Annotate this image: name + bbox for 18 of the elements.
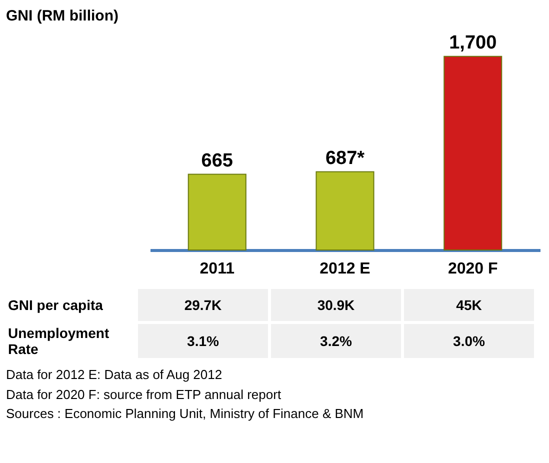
text: 3.2% xyxy=(271,324,401,358)
data-label: 665 xyxy=(201,150,234,172)
text: 3.0% xyxy=(404,324,534,358)
source-note: Sources : Economic Planning Unit, Ministry of Finance & BNM xyxy=(6,405,365,423)
text: GNI per capita xyxy=(7,289,135,321)
text: 45K xyxy=(404,289,534,321)
x-tick-label: 2012 E xyxy=(320,260,371,278)
x-tick-label: 2011 xyxy=(200,260,235,278)
text: Unemployment Rate xyxy=(7,324,135,358)
x-tick-label: 2020 F xyxy=(448,260,498,278)
text: Data for 2020 F: source from ETP annual report xyxy=(6,386,282,404)
chart-title: GNI (RM billion) xyxy=(6,7,118,24)
text: 3.1% xyxy=(138,324,268,358)
text: Data for 2012 E: Data as of Aug 2012 xyxy=(6,366,224,384)
text: 29.7K xyxy=(138,289,268,321)
data-label: 687* xyxy=(325,148,366,169)
data-label: 1,700 xyxy=(449,32,497,54)
text: 30.9K xyxy=(271,289,401,321)
